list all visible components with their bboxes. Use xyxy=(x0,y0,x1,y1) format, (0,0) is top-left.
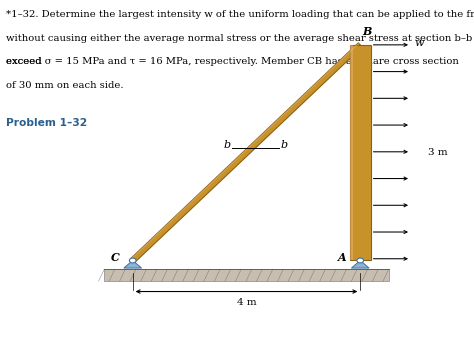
Polygon shape xyxy=(350,45,371,260)
Text: exceed: exceed xyxy=(6,57,45,66)
Text: A: A xyxy=(337,252,346,263)
Text: w: w xyxy=(415,38,424,48)
Text: of 30 mm on each side.: of 30 mm on each side. xyxy=(6,81,123,90)
Text: 4 m: 4 m xyxy=(237,298,256,307)
Circle shape xyxy=(129,258,136,263)
Circle shape xyxy=(357,258,364,263)
Polygon shape xyxy=(104,269,389,281)
Text: b: b xyxy=(281,140,288,150)
Text: C: C xyxy=(110,252,119,263)
Polygon shape xyxy=(351,260,369,268)
Text: without causing either the average normal stress or the average shear stress at : without causing either the average norma… xyxy=(6,34,474,43)
Text: exceed σ = 15 MPa and τ = 16 MPa, respectively. Member CB has a square cross sec: exceed σ = 15 MPa and τ = 16 MPa, respec… xyxy=(6,57,458,66)
Text: 3 m: 3 m xyxy=(428,148,447,157)
Text: *1–32. Determine the largest intensity w of the uniform loading that can be appl: *1–32. Determine the largest intensity w… xyxy=(6,10,474,19)
Text: B: B xyxy=(363,26,372,37)
Polygon shape xyxy=(131,43,362,263)
Text: b: b xyxy=(224,140,231,150)
Polygon shape xyxy=(131,43,359,259)
Polygon shape xyxy=(350,45,353,260)
Text: Problem 1–32: Problem 1–32 xyxy=(6,118,87,128)
Polygon shape xyxy=(124,260,142,268)
